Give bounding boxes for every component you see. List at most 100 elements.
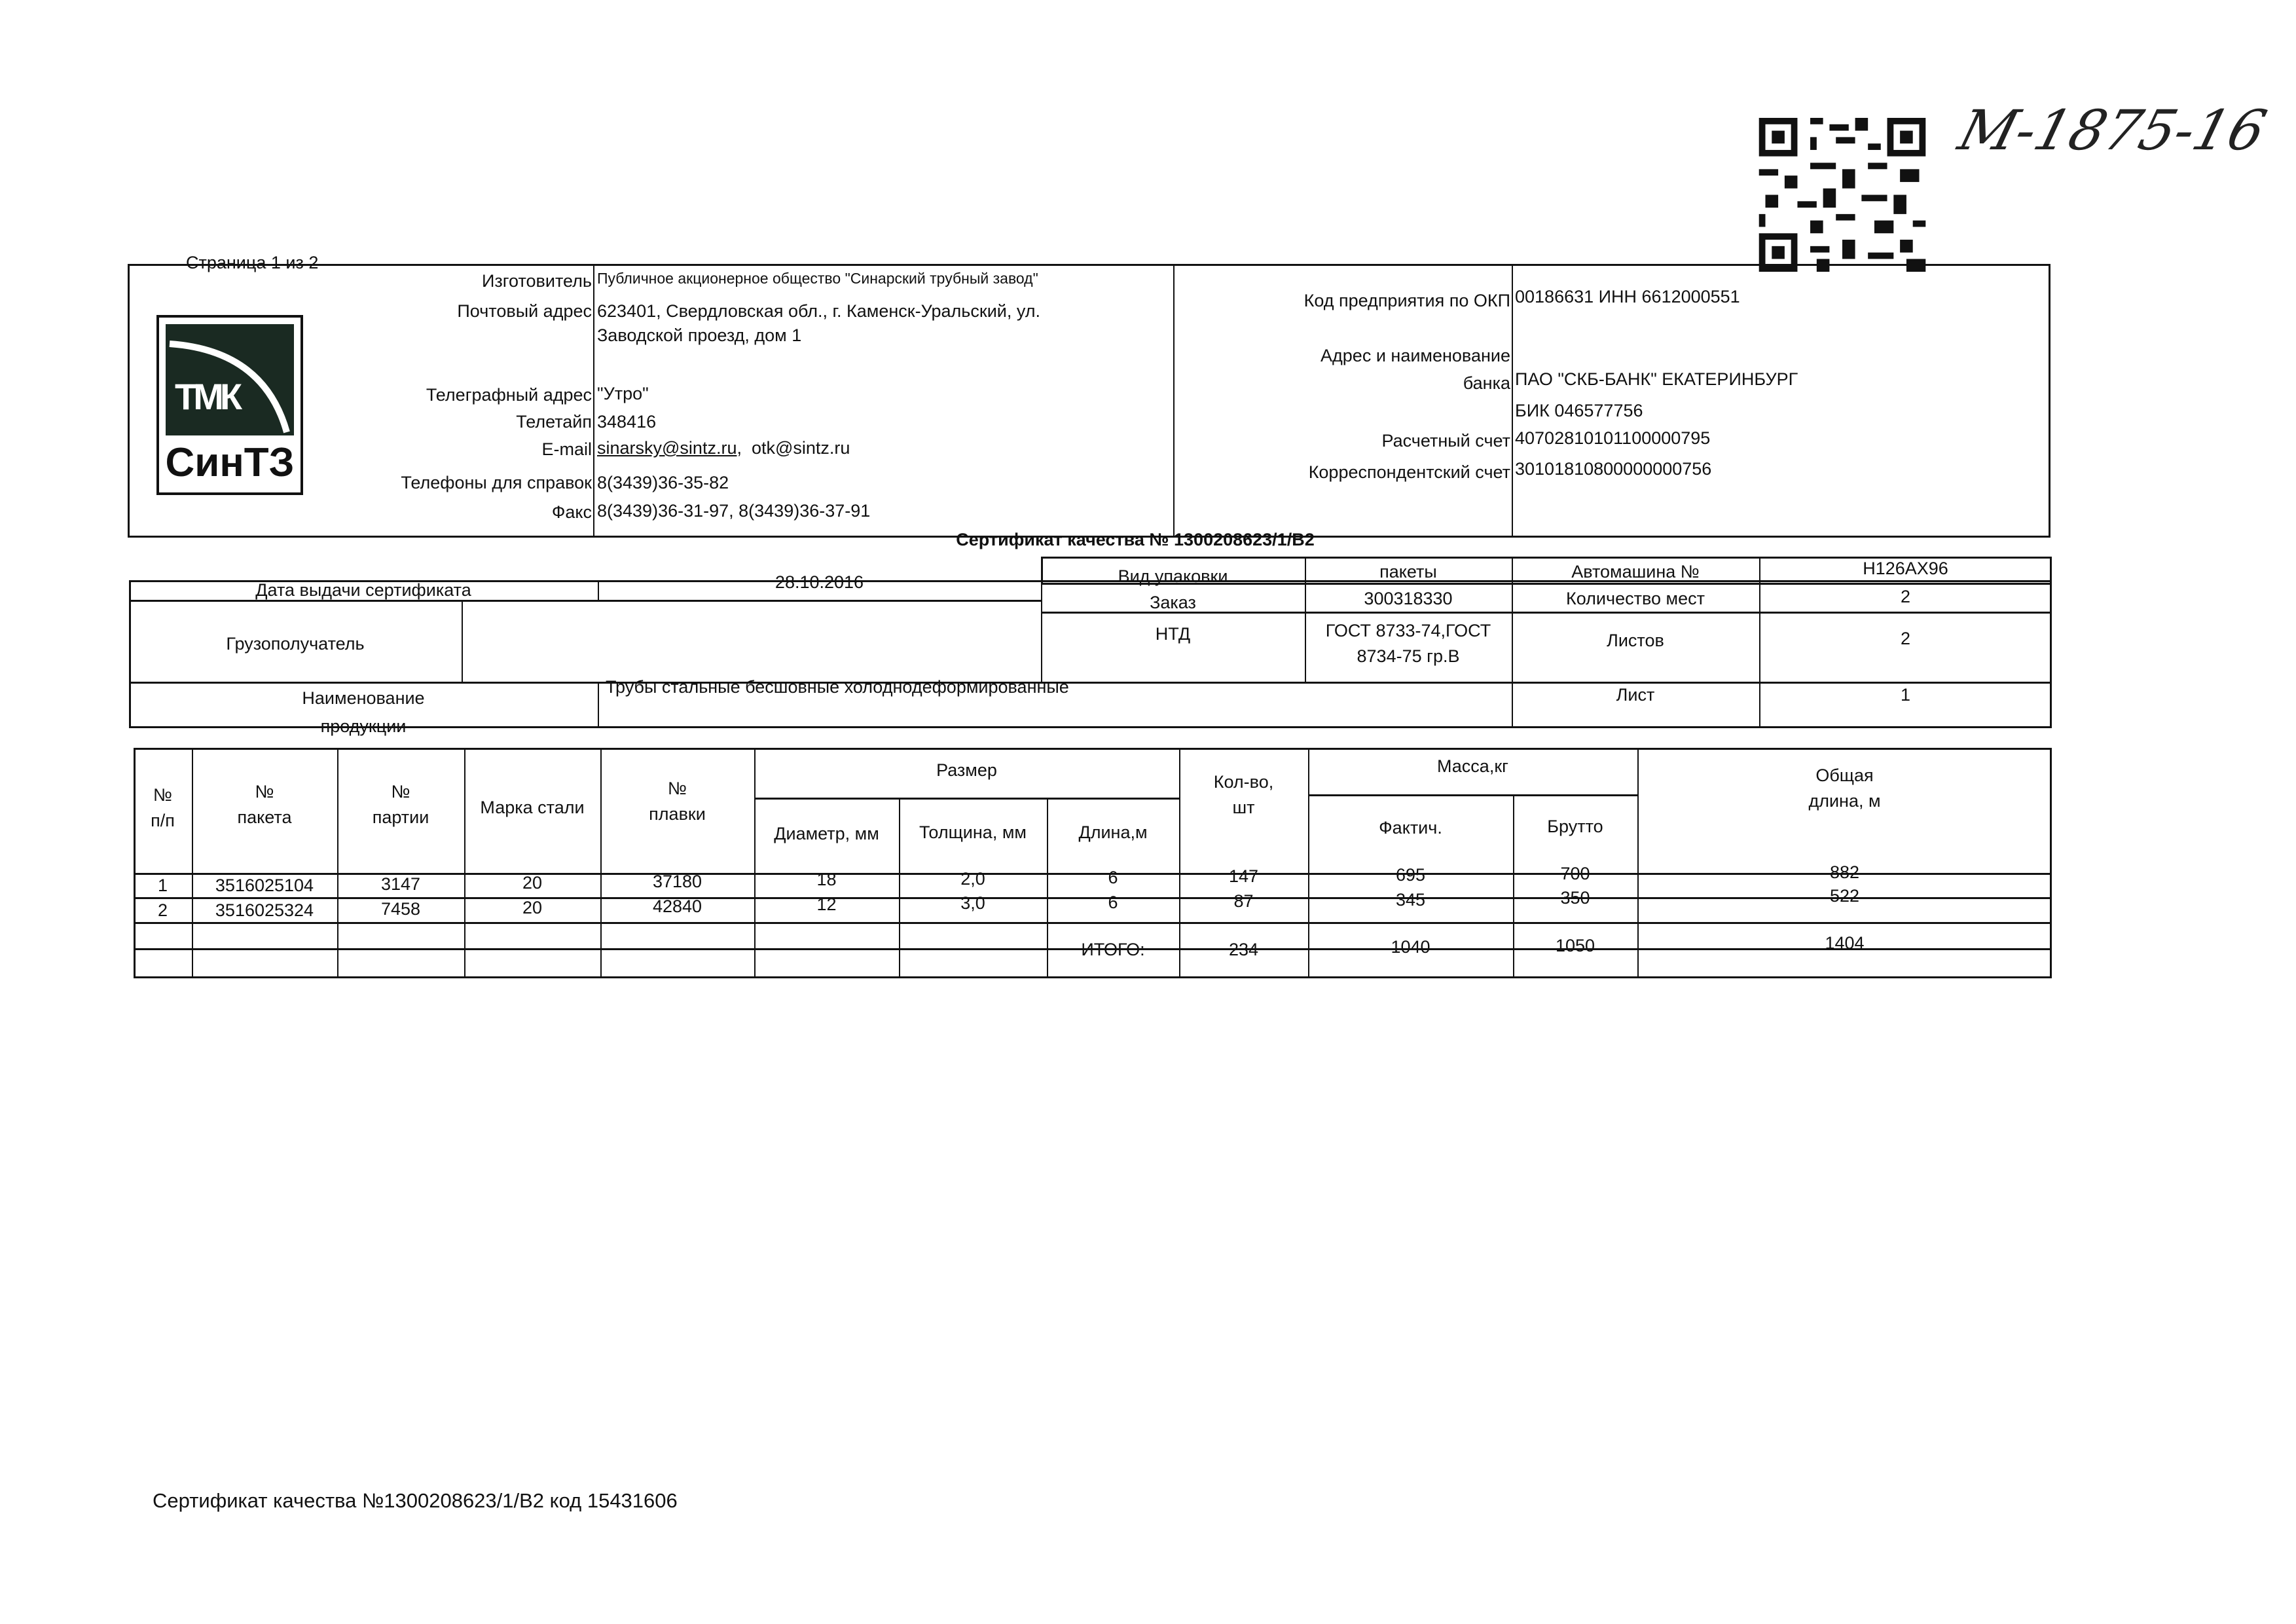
divider [1173, 265, 1175, 536]
packaging-value: пакеты [1379, 562, 1437, 581]
header-num: № п/п [134, 783, 192, 834]
header-diameter: Диаметр, мм [774, 824, 879, 843]
cell-heat: 42840 [652, 896, 702, 916]
sheet-value: 1 [1900, 685, 1911, 705]
email-label: E-mail [541, 439, 592, 459]
header-mass: Масса,кг [1437, 756, 1508, 776]
cell-package: 3516025104 [215, 876, 314, 895]
divider [600, 748, 602, 978]
cell-grade: 20 [522, 873, 543, 893]
issue-date-label: Дата выдачи сертификата [255, 580, 471, 600]
divider [1041, 612, 2052, 614]
product-label-line-2: продукции [320, 716, 407, 737]
sheets-label: Листов [1607, 631, 1664, 650]
cell-num: 2 [157, 900, 168, 920]
logo-top-text: ТМК [175, 376, 242, 417]
divider [754, 798, 1179, 800]
teletype-value: 348416 [597, 412, 657, 432]
places-label: Количество мест [1566, 589, 1705, 608]
totals-total-length: 1404 [1825, 933, 1865, 953]
divider [134, 948, 2052, 950]
divider [593, 265, 594, 536]
cell-num: 1 [157, 876, 168, 895]
okp-label: Код предприятия по ОКП [1303, 291, 1510, 310]
handwritten-note-text: М-1875-16 [1952, 98, 2273, 162]
header-package: № пакета [192, 779, 337, 830]
postal-address-value: 623401, Свердловская обл., г. Каменск-Ур… [597, 301, 1041, 321]
cell-qty: 147 [1228, 866, 1259, 886]
header-num-line-2: п/п [151, 811, 175, 831]
divider [462, 600, 463, 682]
postal-address-value-line2: Заводской проезд, дом 1 [597, 325, 802, 345]
cell-total-length: 882 [1829, 862, 1860, 882]
correspondent-account-value: 30101810800000000756 [1515, 459, 1712, 479]
divider [1308, 748, 1309, 978]
logo-bottom-text: СинТЗ [165, 440, 295, 485]
divider [337, 748, 338, 978]
header-batch-line-2: партии [372, 807, 429, 828]
bank-name-value: ПАО "СКБ-БАНК" ЕКАТЕРИНБУРГ [1515, 369, 1798, 389]
divider [1759, 557, 1760, 728]
cell-length: 6 [1108, 868, 1118, 887]
divider [464, 748, 465, 978]
telegraph-label: Телеграфный адрес [426, 385, 592, 405]
products-table [134, 748, 2052, 978]
manufacturer-value: Публичное акционерное общество "Синарски… [597, 270, 1038, 287]
header-heat-line-1: № [668, 779, 687, 798]
phones-label: Телефоны для справок [401, 473, 592, 492]
divider [1041, 583, 2052, 585]
divider [1308, 794, 1637, 796]
handwritten-note: М-1875-16 [1952, 98, 2273, 162]
info-table [129, 580, 2052, 728]
footer-certificate-code: Сертификат качества №1300208623/1/В2 код… [153, 1489, 678, 1512]
divider [1305, 557, 1306, 682]
divider [598, 682, 599, 728]
teletype-label: Телетайп [516, 412, 592, 432]
sheet-label: Лист [1616, 685, 1655, 705]
totals-actual: 1040 [1391, 937, 1430, 957]
divider [1513, 796, 1514, 978]
correspondent-account-label: Корреспондентский счет [1308, 462, 1510, 482]
email-link-2[interactable]: otk@sintz.ru [751, 438, 850, 458]
divider [598, 580, 599, 601]
cell-diameter: 18 [816, 870, 837, 889]
phones-value: 8(3439)36-35-82 [597, 473, 729, 492]
places-value: 2 [1900, 587, 1911, 606]
settlement-account-label: Расчетный счет [1381, 431, 1510, 451]
ntd-label: НТД [1155, 624, 1191, 644]
bik-value: БИК 046577756 [1515, 401, 1643, 420]
manufacturer-label: Изготовитель [482, 271, 592, 291]
totals-gross: 1050 [1555, 936, 1595, 955]
order-value: 300318330 [1364, 589, 1453, 608]
logo-mark: ТМК [166, 324, 294, 435]
header-total-length-line-1: Общая [1815, 766, 1874, 785]
divider [129, 600, 1042, 602]
divider [1637, 748, 1639, 978]
cell-package: 3516025324 [215, 900, 314, 920]
divider [1041, 580, 1042, 682]
divider [1047, 799, 1048, 978]
header-qty-line-2: шт [1232, 798, 1255, 818]
okp-value: 00186631 ИНН 6612000551 [1515, 287, 1740, 306]
ntd-line-2: 8734-75 гр.В [1357, 646, 1460, 667]
header-length: Длина,м [1078, 822, 1148, 842]
ntd-line-1: ГОСТ 8733-74,ГОСТ [1325, 621, 1491, 640]
cell-actual: 345 [1395, 890, 1426, 910]
header-qty-line-1: Кол-во, [1213, 772, 1274, 792]
vehicle-value: Н126АХ96 [1863, 559, 1948, 578]
cell-diameter: 12 [816, 895, 837, 914]
header-num-line-1: № [153, 785, 172, 805]
telegraph-value: "Утро" [597, 384, 649, 403]
sheets-value: 2 [1900, 629, 1911, 648]
qr-code-icon [1758, 118, 1926, 272]
product-label: Наименование продукции [129, 684, 598, 741]
totals-qty: 234 [1228, 940, 1259, 959]
header-gross: Брутто [1547, 817, 1603, 836]
order-label: Заказ [1150, 593, 1196, 612]
cell-thickness: 3,0 [960, 893, 985, 913]
header-batch-line-1: № [391, 782, 410, 802]
email-link[interactable]: sinarsky@sintz.ru [597, 438, 737, 458]
logo-arc-icon [169, 341, 290, 434]
header-package-line-2: пакета [237, 807, 292, 828]
cell-thickness: 2,0 [960, 869, 985, 889]
